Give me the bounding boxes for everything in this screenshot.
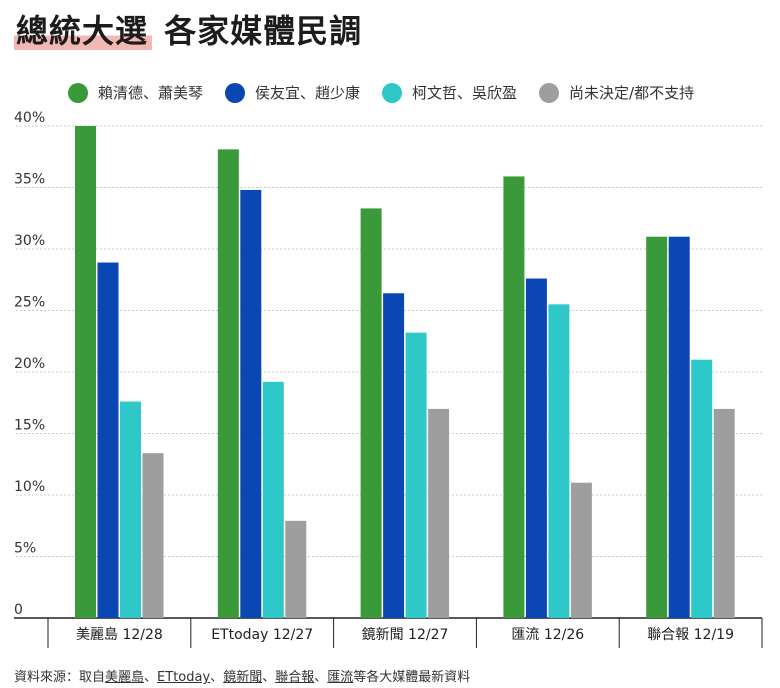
legend-label-hou: 侯友宜、趙少康 (255, 84, 361, 102)
y-tick-label: 5% (14, 541, 36, 557)
source-note: 資料來源：取自美麗島、ETtoday、鏡新聞、聯合報、匯流等各大媒體最新資料 (14, 666, 470, 685)
bar (285, 520, 307, 618)
bar (217, 149, 239, 618)
source-sep: 、 (314, 670, 328, 685)
title-rest: 各家媒體民調 (164, 12, 363, 50)
legend-item-ko: 柯文哲、吳欣盈 (382, 82, 517, 103)
bar (383, 293, 405, 618)
source-suffix: 等各大媒體最新資料 (353, 670, 471, 685)
y-tick-label: 10% (14, 479, 45, 495)
y-tick-label: 35% (14, 172, 45, 188)
source-sep: 、 (210, 670, 224, 685)
legend-swatch-green (68, 82, 88, 103)
y-tick-label: 40% (14, 110, 45, 126)
legend-label-undecided: 尚未決定/都不支持 (569, 84, 695, 102)
legend-swatch-blue (225, 82, 246, 103)
legend-item-lai: 賴清德、蕭美琴 (68, 82, 203, 103)
y-tick-label: 20% (14, 356, 45, 372)
bar (525, 278, 547, 618)
bar (142, 453, 164, 618)
bar (428, 408, 450, 618)
source-outlet-mirror: 鏡新聞 (223, 670, 263, 685)
legend-item-hou: 侯友宜、趙少康 (225, 82, 360, 103)
source-outlet-meilidao: 美麗島 (105, 670, 145, 685)
y-tick-label: 15% (14, 418, 45, 434)
bar (120, 401, 141, 618)
source-outlet-cnews: 匯流 (327, 670, 354, 685)
bar (713, 408, 735, 618)
bar (570, 482, 592, 618)
x-tick-label: 美麗島 12/28 (76, 627, 163, 643)
bar (646, 236, 668, 618)
source-prefix: 資料來源：取自 (14, 670, 106, 685)
x-tick-label: ETtoday 12/27 (211, 627, 313, 643)
legend: 賴清德、蕭美琴 侯友宜、趙少康 柯文哲、吳欣盈 尚未決定/都不支持 (68, 82, 694, 103)
x-tick-label: 鏡新聞 12/27 (362, 627, 449, 643)
bar (262, 381, 284, 618)
bar (503, 176, 525, 618)
y-tick-label: 0 (14, 602, 23, 618)
bar (405, 332, 427, 618)
bar (691, 359, 713, 618)
bar (75, 126, 96, 618)
chart-title: 總統大選 各家媒體民調 (14, 6, 362, 52)
source-sep: 、 (262, 670, 276, 685)
legend-label-lai: 賴清德、蕭美琴 (98, 84, 204, 102)
source-sep: 、 (144, 670, 158, 685)
title-highlight: 總統大選 (14, 12, 153, 50)
source-outlet-udn: 聯合報 (275, 670, 315, 685)
y-tick-label: 30% (14, 233, 45, 249)
source-outlet-ettoday: ETtoday (157, 670, 211, 685)
x-tick-label: 匯流 12/26 (511, 627, 584, 643)
x-tick-label: 聯合報 12/19 (647, 627, 734, 643)
legend-label-ko: 柯文哲、吳欣盈 (412, 84, 518, 102)
bar (668, 236, 690, 618)
bar (240, 189, 262, 618)
bar (548, 304, 570, 618)
legend-swatch-gray (539, 82, 560, 103)
y-tick-label: 25% (14, 295, 45, 311)
bar (360, 208, 382, 618)
legend-swatch-teal (382, 82, 403, 103)
bar (97, 262, 119, 618)
legend-item-undecided: 尚未決定/都不支持 (539, 82, 694, 103)
